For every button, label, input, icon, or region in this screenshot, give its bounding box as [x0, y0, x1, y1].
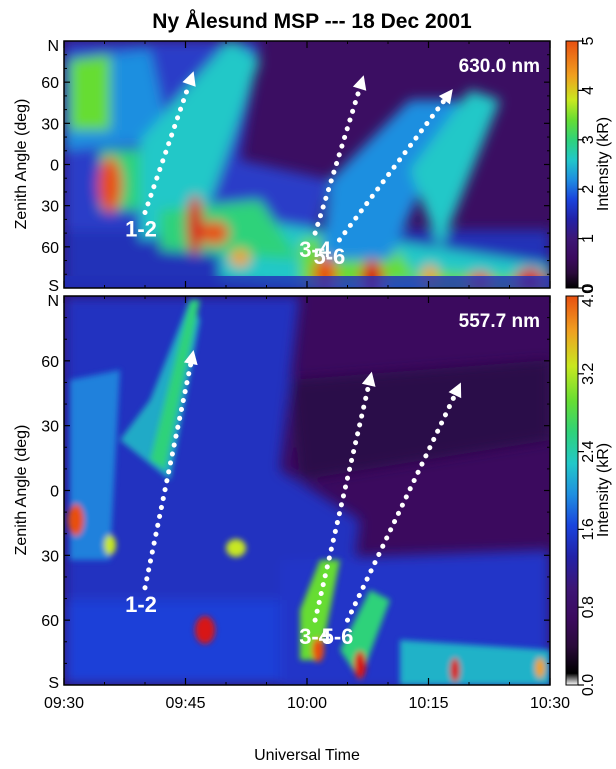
colorbar-tick-label: 3 — [580, 135, 597, 144]
colorbar-ticks-630: 0 1 2 3 4 5 — [578, 36, 597, 292]
wavelength-label-630: 630.0 nm — [459, 56, 540, 77]
y-end-label-north: N — [47, 293, 59, 310]
arrow-3-4-head — [361, 371, 376, 387]
colorbar-tick-label: 0.8 — [580, 596, 597, 618]
arrow-label-3-4: 3-4 — [299, 624, 332, 649]
colorbar-tick-label: 4 — [580, 86, 597, 95]
colorbar-tick-label: 4.0 — [580, 285, 597, 307]
arrow-5-6-line — [345, 392, 458, 623]
xtick-label: 09:45 — [165, 695, 205, 712]
colorbar-557 — [565, 295, 579, 686]
heatmap-557 — [64, 296, 550, 685]
ytick-label: 0 — [50, 484, 59, 501]
colorbar-tick-label: 1.6 — [580, 518, 597, 540]
colorbar-tick-label: 0.0 — [580, 674, 597, 696]
ytick-label: 30 — [41, 419, 59, 436]
colorbar-ticks-557: 0.0 0.8 1.6 2.4 3.2 4.0 — [578, 285, 597, 696]
xlabel: Universal Time — [254, 747, 360, 764]
wavelength-label-557: 557.7 nm — [459, 311, 540, 332]
xtick-label: 10:30 — [530, 695, 570, 712]
colorbar-tick-label: 2.4 — [580, 440, 597, 462]
arrow-5-6-head — [438, 89, 453, 105]
panel-557: 60 30 0 30 60 N S 557.7 nm 1-2 3-45-6 0.0 0.8 1.6… — [41, 285, 612, 696]
y-end-label-south: S — [48, 675, 59, 692]
arrow-5-6-line — [336, 97, 447, 243]
figure-title: Ny Ålesund MSP --- 18 Dec 2001 — [152, 9, 472, 33]
y-end-label-south: S — [48, 278, 59, 295]
ytick-label: 60 — [41, 613, 59, 630]
ytick-label: 30 — [41, 199, 59, 216]
ytick-label: 0 — [50, 158, 59, 175]
arrow-3-4-line — [312, 86, 363, 236]
axes-557: 60 30 0 30 60 N S — [41, 293, 551, 692]
xtick-label: 10:00 — [287, 695, 327, 712]
ylabel-630: Zenith Angle (deg) — [13, 99, 30, 230]
arrow-label-1-2: 1-2 — [125, 592, 157, 617]
x-axis: 09:30 09:45 10:00 10:15 10:30 — [44, 695, 570, 712]
arrow-1-2-head — [183, 350, 198, 366]
xtick-label: 10:15 — [408, 695, 448, 712]
arrow-1-2-line — [142, 361, 194, 591]
ytick-label: 60 — [41, 240, 59, 257]
arrow-label-1-2: 1-2 — [125, 217, 157, 242]
colorbar-tick-label: 1 — [580, 234, 597, 243]
colorbar-tick-label: 2 — [580, 185, 597, 194]
colorbar-630 — [565, 40, 579, 289]
colorbar-label-557: Intensity (kR) — [595, 443, 612, 537]
ytick-label: 60 — [41, 354, 59, 371]
colorbar-tick-label: 3.2 — [580, 363, 597, 385]
xtick-label: 09:30 — [44, 695, 84, 712]
arrow-label-5-6: 5-6 — [322, 624, 354, 649]
arrow-5-6-head — [448, 382, 462, 399]
ylabel-557: Zenith Angle (deg) — [13, 425, 30, 556]
arrow-1-2-head — [182, 71, 196, 87]
colorbar-tick-label: 0 — [580, 283, 597, 292]
colorbar-tick-label: 5 — [580, 36, 597, 45]
axes-630: 60 30 0 30 60 N S — [41, 38, 551, 295]
arrow-3-4-line — [312, 382, 372, 623]
heatmap-630 — [64, 41, 550, 288]
arrows-557: 1-2 3-45-6 — [125, 350, 462, 649]
ytick-label: 30 — [41, 116, 59, 133]
ytick-label: 60 — [41, 75, 59, 92]
arrow-3-4-head — [352, 75, 367, 91]
y-end-label-north: N — [47, 38, 59, 55]
arrow-label-5-6: 5-6 — [314, 244, 346, 269]
panel-630: 60 30 0 30 60 N S 630.0 nm 1-2 3-45-6 0 1 2 3 4 5 In… — [41, 36, 612, 295]
arrows-630: 1-2 3-45-6 — [125, 71, 453, 269]
colorbar-label-630: Intensity (kR) — [595, 117, 612, 211]
arrow-label-3-4: 3-4 — [299, 237, 332, 262]
ytick-label: 30 — [41, 548, 59, 565]
